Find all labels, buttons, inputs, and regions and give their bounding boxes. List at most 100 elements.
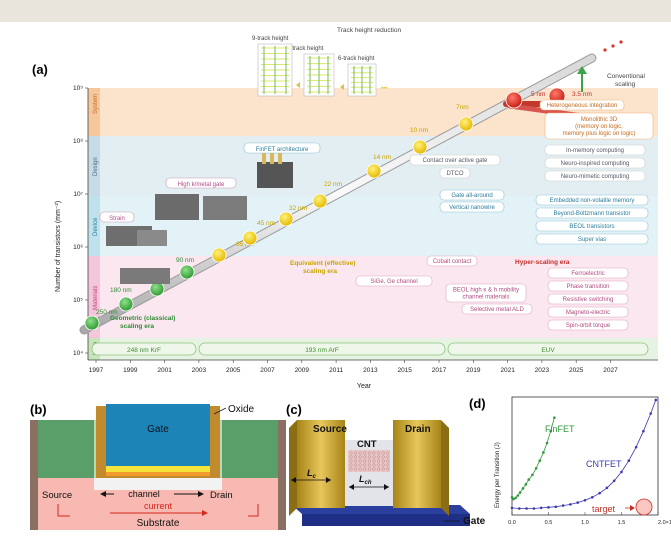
device-option: BEOL transistors [569, 224, 614, 230]
node-marker [84, 315, 100, 331]
current-path-left [57, 504, 70, 517]
cnt-tube [381, 467, 385, 471]
node-marker [149, 281, 165, 297]
energy-data-point [598, 491, 601, 495]
cnt-tube [354, 463, 358, 467]
lch-dim-left [349, 484, 354, 490]
panel-d: (d) Energy per Transition (J) 0.0 0.5 1.0 1… [469, 396, 671, 526]
design-item-pill [409, 154, 501, 166]
cnt-tube [381, 451, 385, 455]
x-tick-label: 2023 [535, 367, 550, 374]
materials-option-pill [547, 293, 629, 305]
track-title: Track height reduction [337, 27, 401, 34]
cnt-tube [372, 451, 376, 455]
x-tick-label: 2013 [363, 367, 378, 374]
panel-d-label: (d) [469, 396, 486, 411]
cnt-tube [349, 467, 353, 471]
y-tick-label: 10⁶ [73, 244, 83, 251]
high-k-image [155, 194, 199, 220]
energy-y-label: Energy per Transition (J) [495, 442, 501, 508]
cnt-tube [367, 463, 371, 467]
cnt-tube [386, 451, 390, 455]
equivalent-era-label: Equivalent (effective) scaling era [290, 260, 355, 275]
materials-item: Selective metal ALD [470, 307, 524, 313]
device-item-pill [439, 201, 505, 213]
design-option-pill [544, 157, 646, 169]
target-arrow-head [630, 505, 635, 511]
cnt-tube [386, 459, 390, 463]
cnt-tube [377, 455, 381, 459]
system-item: Heterogeneous integration [547, 103, 618, 109]
materials-item: Cobalt contact [433, 259, 472, 265]
x-tick-label: 2011 [329, 367, 343, 374]
energy-x-tick-label: 0.0 [508, 520, 516, 526]
continuation-dot [611, 44, 615, 48]
fin [270, 152, 274, 164]
node-marker [412, 139, 428, 155]
band-label-system: System [93, 94, 99, 114]
cnt-gate-slab [302, 514, 470, 526]
node-label: 90 nm [176, 257, 194, 264]
energy-curves [510, 398, 658, 510]
energy-x-tick-label: 1.5 [618, 520, 626, 526]
energy-data-point [539, 506, 543, 510]
x-tick-label: 1997 [89, 367, 104, 374]
gate-label: Gate [147, 424, 169, 435]
node-marker [312, 193, 328, 209]
conventional-label: Conventional scaling [607, 73, 645, 88]
node-marker [458, 116, 474, 132]
target-circle [635, 498, 653, 516]
system-item-pill [539, 99, 625, 111]
panel-c: (c) Source Drain CNT Lc Lch Gate [286, 402, 486, 527]
band-label-design: Design [93, 157, 99, 176]
device-option: Embedded non-volatile memory [550, 198, 635, 204]
cnt-source-side [289, 420, 297, 516]
finfet-pill [243, 142, 321, 154]
continuation-dot [603, 48, 607, 52]
x-tick-label: 2005 [226, 367, 241, 374]
cnt-tube [349, 451, 353, 455]
mosfet-left-block [38, 420, 94, 480]
strain-pill [99, 211, 135, 223]
energy-data-point [547, 506, 550, 509]
channel-label: channel [128, 489, 160, 499]
high-k-image-2 [203, 196, 247, 220]
band-label-device: Device [93, 217, 99, 236]
cntfet-series-label: CNTFET [586, 459, 622, 469]
cnt-tube [358, 463, 362, 467]
drain-label: Drain [210, 490, 233, 501]
design-option: Neuro-mimetic computing [561, 174, 629, 180]
high-k-label: High k/metal gate [178, 182, 225, 188]
cnt-tube [367, 467, 371, 471]
node-marker [118, 296, 134, 312]
energy-data-point [634, 445, 638, 449]
node-label: 45 nm [257, 220, 275, 227]
cnt-tube [354, 467, 358, 471]
energy-data-point [654, 398, 658, 402]
design-option: Neuro-inspired computing [561, 161, 630, 167]
energy-x-ticks: 0.0 0.5 1.0 1.5 2.0×10¹⁶ [508, 512, 671, 526]
litho-krf-bar [91, 342, 197, 356]
track-7-5-label: 7.5-track height [282, 46, 324, 52]
lch-dim-right [384, 484, 389, 490]
energy-data-point [525, 507, 528, 510]
cnt-source-label: Source [313, 424, 347, 435]
energy-data-point [518, 507, 521, 510]
device-item-pill [439, 189, 505, 201]
x-tick-label: 2009 [295, 367, 310, 374]
cnt-tube [367, 455, 371, 459]
cnt-tube [377, 467, 381, 471]
geometric-era-label: Geometric (classical) scaling era [110, 315, 175, 330]
panel-a-label: (a) [32, 62, 48, 77]
energy-data-point [510, 496, 514, 499]
cnt-tube [377, 459, 381, 463]
cnt-label: CNT [357, 439, 377, 450]
mosfet-gate [106, 404, 210, 470]
cnt-tube [363, 459, 367, 463]
cnt-drain-side [441, 420, 449, 516]
energy-data-point [512, 497, 515, 501]
energy-data-point [516, 494, 520, 497]
node-label: 180 nm [110, 287, 132, 294]
energy-plot-frame [511, 396, 659, 516]
mosfet-right-block [222, 420, 278, 480]
